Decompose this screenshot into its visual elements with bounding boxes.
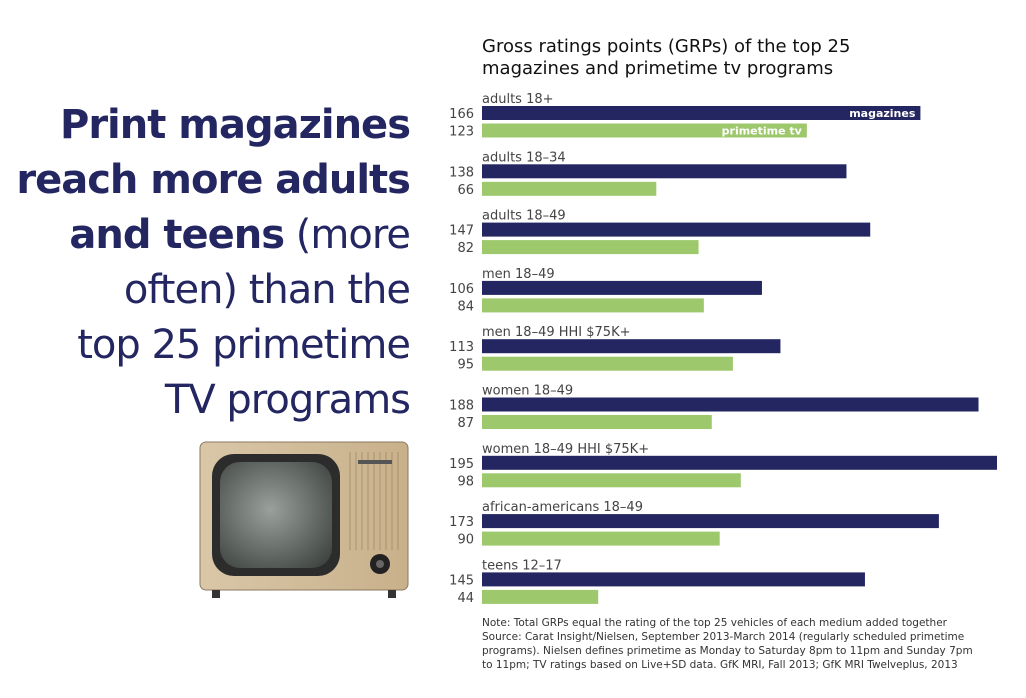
value-label: 84	[457, 299, 474, 314]
bar-magazines	[482, 222, 871, 237]
bar-primetime-tv	[482, 589, 599, 604]
headline-line: and teens	[69, 212, 285, 258]
bar-primetime-tv	[482, 356, 733, 371]
category-label: african-americans 18–49	[482, 500, 643, 515]
legend-label: primetime tv	[722, 125, 803, 138]
headline-line: reach more adults	[16, 157, 411, 203]
category-label: adults 18+	[482, 92, 554, 107]
value-label: 106	[449, 282, 474, 297]
category-label: women 18–49 HHI $75K+	[482, 442, 649, 457]
note-line: programs). Nielsen defines primetime as …	[482, 645, 973, 657]
category-label: men 18–49	[482, 267, 555, 282]
chart-note: Note: Total GRPs equal the rating of the…	[482, 616, 1002, 672]
bar-primetime-tv	[482, 240, 699, 255]
value-label: 98	[457, 474, 474, 489]
note-line: to 11pm; TV ratings based on Live+SD dat…	[482, 659, 958, 671]
headline-line: top 25 primetime	[77, 322, 411, 368]
bar-primetime-tv	[482, 473, 741, 488]
bar-magazines	[482, 397, 979, 412]
bar-primetime-tv	[482, 123, 807, 138]
category-label: men 18–49 HHI $75K+	[482, 325, 631, 340]
bar-primetime-tv	[482, 531, 720, 546]
note-line: Note: Total GRPs equal the rating of the…	[482, 617, 947, 629]
headline-line: often) than the	[123, 267, 411, 313]
bar-magazines	[482, 572, 865, 587]
bar-magazines	[482, 339, 781, 354]
vintage-television-icon	[199, 441, 409, 598]
value-label: 82	[457, 241, 474, 256]
chart-title: Gross ratings points (GRPs) of the top 2…	[482, 36, 850, 80]
value-label: 166	[449, 107, 474, 122]
value-label: 147	[449, 224, 474, 239]
legend-label: magazines	[849, 107, 916, 120]
headline-line: TV programs	[164, 377, 411, 423]
value-label: 44	[457, 591, 474, 606]
value-label: 90	[457, 533, 474, 548]
bar-primetime-tv	[482, 298, 704, 313]
value-label: 87	[457, 416, 474, 431]
chart-title-line: Gross ratings points (GRPs) of the top 2…	[482, 36, 851, 57]
bar-magazines	[482, 106, 921, 120]
value-label: 138	[449, 165, 474, 180]
headline-line: (more	[295, 212, 411, 258]
value-label: 145	[449, 573, 474, 588]
bar-magazines	[482, 280, 762, 295]
note-line: Source: Carat Insight/Nielsen, September…	[482, 631, 965, 643]
bar-primetime-tv	[482, 415, 712, 429]
value-label: 173	[449, 515, 474, 530]
bar-magazines	[482, 514, 939, 529]
value-label: 123	[449, 125, 474, 140]
bar-magazines	[482, 455, 997, 470]
headline: Print magazines reach more adults and te…	[16, 98, 411, 428]
headline-line: Print magazines	[60, 102, 411, 148]
category-label: women 18–49	[482, 384, 573, 399]
category-label: teens 12–17	[482, 558, 562, 573]
value-label: 95	[457, 358, 474, 373]
value-label: 113	[449, 340, 474, 355]
bar-primetime-tv	[482, 181, 657, 196]
value-label: 188	[449, 399, 474, 414]
category-label: adults 18–49	[482, 209, 566, 224]
value-label: 66	[457, 183, 474, 198]
bar-magazines	[482, 164, 847, 179]
category-label: adults 18–34	[482, 150, 566, 165]
value-label: 195	[449, 457, 474, 472]
chart-title-line: magazines and primetime tv programs	[482, 58, 834, 79]
